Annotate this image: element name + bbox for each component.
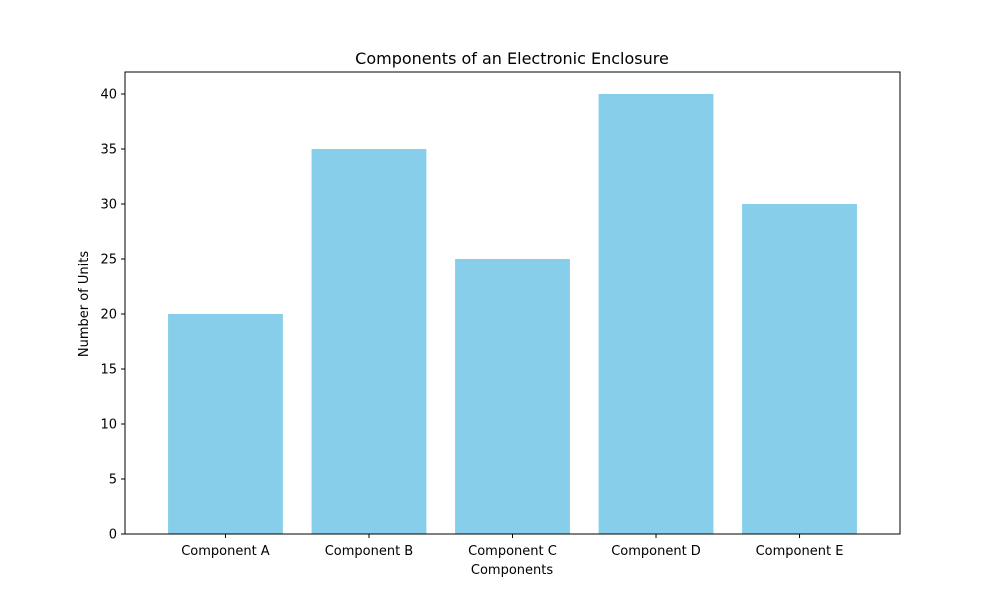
bars-layer	[168, 94, 857, 534]
y-tick-label: 5	[109, 473, 117, 488]
x-axis-label: Components	[471, 563, 553, 578]
x-tick-label: Component A	[181, 544, 270, 559]
bar-component-b	[311, 149, 427, 534]
x-tick-label: Component D	[611, 544, 701, 559]
bar-component-c	[455, 259, 570, 534]
y-tick-label: 20	[100, 308, 117, 323]
y-tick-label: 40	[100, 88, 117, 103]
y-tick-label: 25	[100, 253, 117, 268]
y-axis-label: Number of Units	[77, 251, 92, 357]
y-tick-label: 15	[100, 363, 117, 378]
y-tick-label: 35	[100, 143, 117, 158]
chart-title: Components of an Electronic Enclosure	[355, 49, 669, 68]
bar-component-a	[168, 314, 283, 534]
x-ticks: Component A Component B Component C Compone…	[181, 534, 843, 559]
plot-frame	[124, 71, 901, 535]
x-tick-label: Component B	[325, 544, 414, 559]
y-tick-label: 30	[100, 198, 117, 213]
y-tick-label: 0	[109, 528, 117, 543]
y-tick-label: 10	[100, 418, 117, 433]
y-ticks: 0 5 10 15 20 25 30 35 40	[100, 88, 125, 543]
bar-component-e	[742, 204, 857, 534]
bar-component-d	[598, 94, 714, 534]
x-tick-label: Component E	[756, 544, 844, 559]
x-tick-label: Component C	[468, 544, 557, 559]
